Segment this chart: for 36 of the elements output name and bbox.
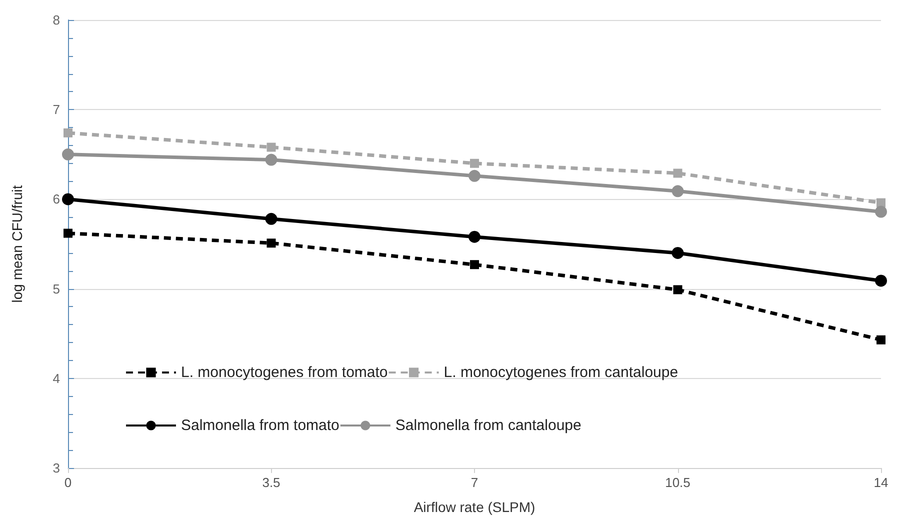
point (64, 128, 72, 138)
point (672, 246, 684, 259)
y-tick-label: 8 (52, 12, 60, 28)
x-axis-title: Airflow rate (SLPM) (414, 499, 536, 515)
legend-label: Salmonella from tomato (181, 417, 340, 434)
point (470, 260, 479, 270)
y-tick-label: 3 (52, 460, 60, 476)
point (673, 285, 682, 294)
x-tick-label: 7 (470, 475, 478, 490)
point (673, 168, 682, 178)
y-tick-label: 5 (52, 281, 60, 296)
legend-label: L. monocytogenes from cantaloupe (444, 364, 678, 381)
x-tick-label: 3.5 (262, 475, 280, 490)
x-tick-label: 14 (874, 475, 888, 490)
point (468, 170, 480, 182)
point (875, 274, 887, 287)
point (470, 158, 479, 168)
point (266, 238, 276, 248)
point (266, 142, 276, 152)
point (62, 193, 74, 206)
y-tick-label: 7 (52, 102, 60, 118)
x-tick-label: 10.5 (665, 475, 690, 490)
legend-label: L. monocytogenes from tomato (181, 364, 388, 381)
point (672, 185, 684, 198)
x-tick-label: 0 (64, 475, 72, 490)
point (875, 206, 887, 218)
y-axis-title: log mean CFU/fruit (9, 185, 25, 303)
point (876, 335, 886, 344)
point (468, 230, 480, 243)
point (265, 154, 278, 166)
point (62, 148, 74, 160)
point (64, 228, 72, 238)
y-tick-label: 4 (52, 370, 60, 386)
legend-label: Salmonella from cantaloupe (395, 417, 582, 434)
y-tick-label: 6 (52, 192, 60, 207)
point (265, 212, 278, 225)
